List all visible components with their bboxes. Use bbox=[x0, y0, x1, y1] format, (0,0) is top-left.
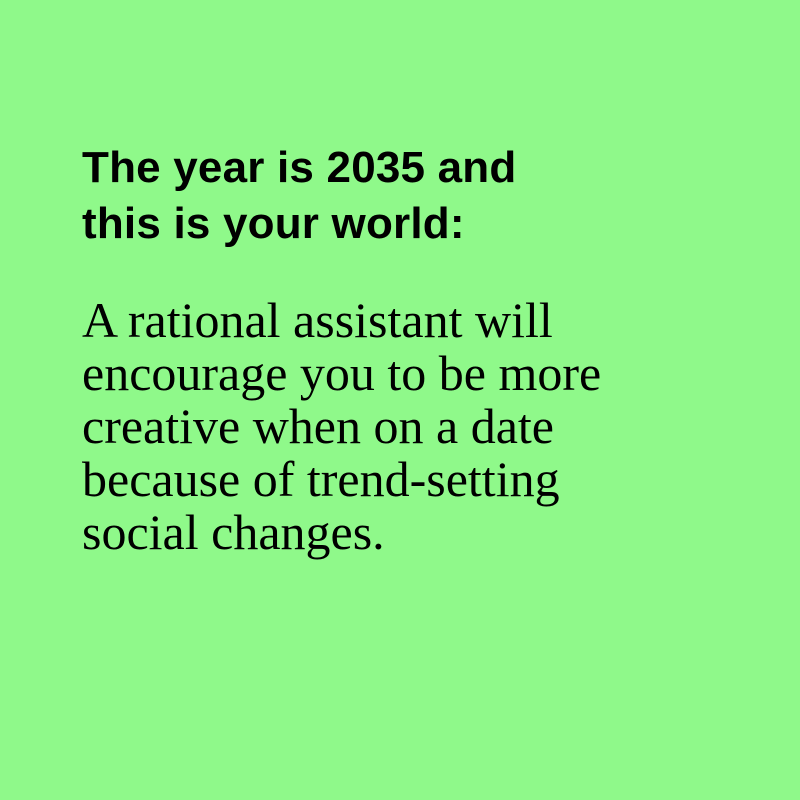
headline-line-2: this is your world: bbox=[82, 199, 465, 248]
prediction-line-2: encourage you to be more bbox=[82, 345, 602, 401]
prediction-line-5: social changes. bbox=[82, 504, 385, 560]
prediction-line-4: because of trend-setting bbox=[82, 451, 560, 507]
prediction-line-1: A rational assistant will bbox=[82, 292, 553, 348]
headline-line-1: The year is 2035 and bbox=[82, 143, 517, 192]
prediction-line-3: creative when on a date bbox=[82, 398, 554, 454]
prediction-text: A rational assistant will encourage you … bbox=[82, 294, 722, 559]
headline: The year is 2035 and this is your world: bbox=[82, 140, 702, 252]
